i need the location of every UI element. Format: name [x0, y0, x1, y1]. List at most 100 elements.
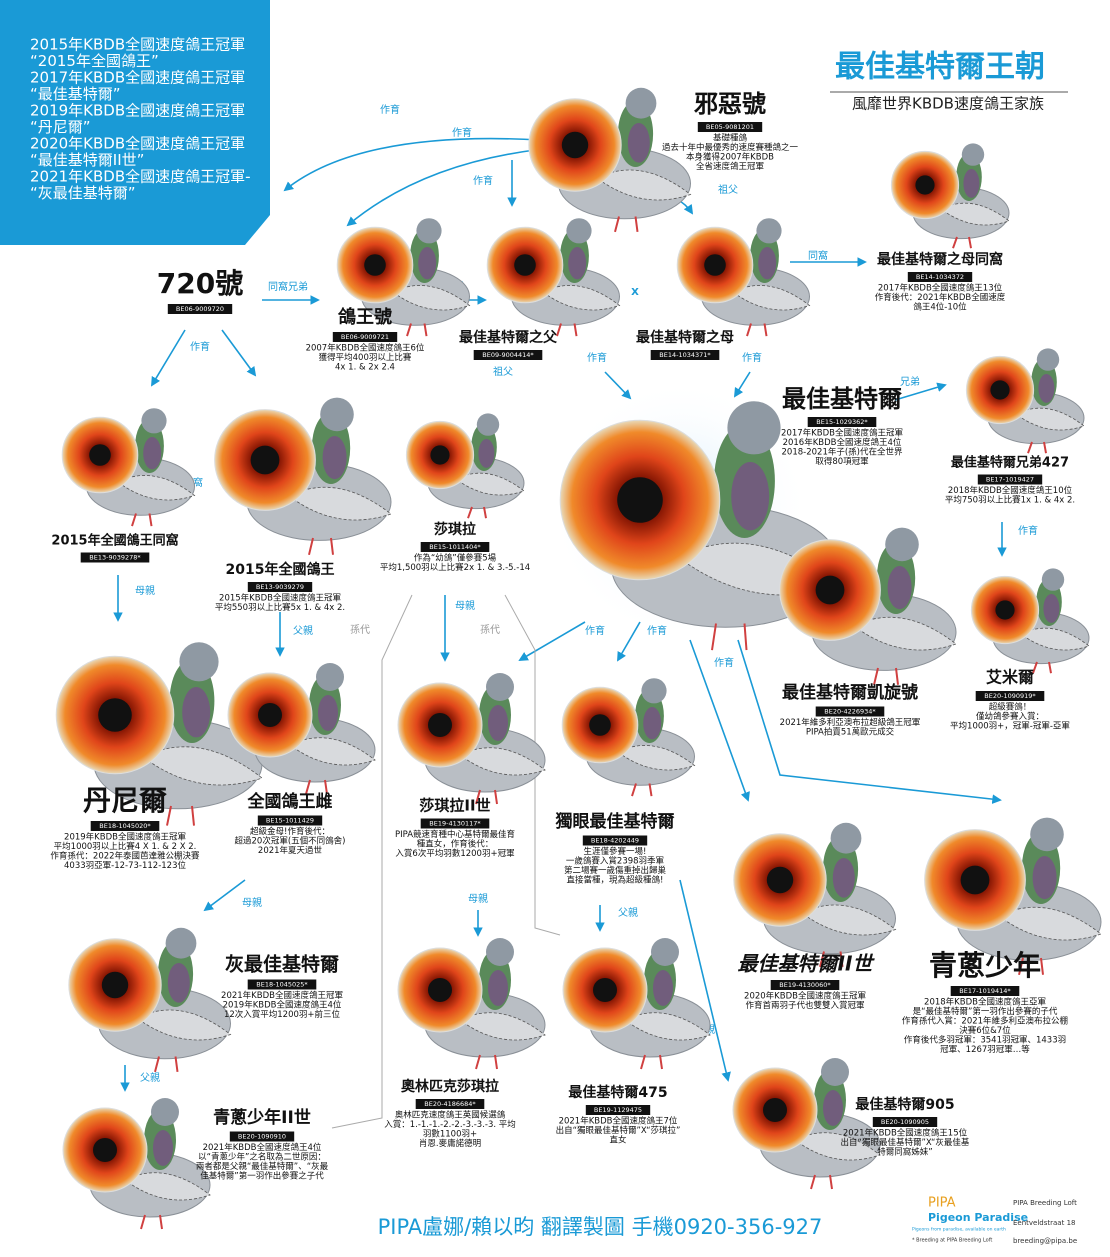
pigeon-wing: [117, 475, 196, 501]
pigeon-pupil: [101, 971, 129, 999]
pigeon-legs: [308, 537, 334, 556]
pigeon-photo: [561, 678, 696, 797]
pigeon-photo: [733, 822, 897, 968]
node-desc: 2015年KBDB全國速度鴿王冠軍: [219, 593, 341, 604]
edge-label: 作育: [190, 340, 210, 353]
edge-label: 母親: [242, 896, 262, 909]
pigeon-neck-sheen: [167, 963, 190, 1003]
pigeon-pupil: [89, 444, 111, 466]
edge-label: 作育: [714, 656, 734, 669]
edge-label: 兄弟: [900, 376, 920, 388]
pigeon-legs: [467, 506, 487, 519]
node-desc: 過去十年中最優秀的速度賽種鴿之一: [662, 142, 799, 153]
pigeon-pupil: [258, 703, 282, 727]
node-desc: 決賽6位&7位: [959, 1025, 1011, 1036]
ring-number: BE15-1011429: [266, 817, 314, 825]
pigeon-head: [141, 408, 167, 434]
node-name: 2015年全國鴿王: [226, 561, 335, 578]
ring-badge: [257, 815, 323, 826]
edge-label: 祖父: [493, 365, 513, 378]
node-name: 720號: [157, 267, 243, 300]
pigeon-pupil: [815, 575, 845, 605]
pigeon-legs: [640, 1054, 663, 1070]
pigeon-photo: [528, 87, 692, 233]
node-desc: 全省速度鴿王冠軍: [696, 161, 764, 172]
node-name: 鴿王號: [337, 306, 392, 328]
pigeon-head: [316, 663, 344, 691]
node-desc: 2021年KBDB全國速度鴿王7位: [559, 1116, 678, 1127]
header-line: 2021年KBDB全國速度鴿王冠軍-: [30, 168, 251, 186]
node-desc: 2018年KBDB全國速度鴿王10位: [948, 485, 1073, 496]
pigeon-pupil: [428, 978, 452, 1002]
header-line: 2019年KBDB全國速度鴿王冠軍: [30, 102, 245, 120]
edge-label: 作育: [585, 624, 605, 637]
node-desc: 平均1,500羽以上比賽2x 1. & 3.-5.-14: [380, 562, 530, 573]
node-desc: 作育後代多羽冠軍：3541羽冠軍、1433羽: [904, 1035, 1066, 1046]
pigeon-neck-sheen: [488, 705, 508, 741]
ring-number: BE20-1090919*: [984, 692, 1036, 700]
pigeon-neck-sheen: [643, 707, 662, 740]
ring-number: BE15-1029362*: [816, 418, 868, 426]
pigeon-head: [179, 642, 219, 682]
pigeon-wing: [459, 1012, 546, 1041]
pigeon-neck-sheen: [182, 687, 211, 738]
node-desc: PIPA競速育種中心基特爾最佳育: [395, 829, 515, 840]
pigeon-photo: [397, 938, 546, 1070]
poster-title: 最佳基特爾王朝: [835, 50, 1045, 85]
edge-label: X: [631, 287, 639, 298]
header-line: 2015年KBDB全國速度鴿王冠軍: [30, 36, 245, 54]
node-desc: 僅幼鴿參賽入賞：: [976, 711, 1044, 722]
node-desc: 以“青蔥少年”之名取為二世原因：: [198, 1152, 326, 1163]
node-desc: 是“最佳基特爾”第一羽作出參賽的子代: [913, 1006, 1058, 1017]
node-desc: 種直女，作育後代：: [417, 839, 494, 850]
pigeon-wing: [1015, 407, 1085, 431]
node-desc: 超過20次冠軍(五個不同鴿舍): [235, 836, 346, 847]
pigeon-photo: [397, 673, 546, 805]
arrow: [894, 382, 947, 401]
pigeon-head: [885, 527, 919, 562]
pigeon-neck-sheen: [823, 1090, 843, 1126]
node-desc: 第二場賽一歲傷重掉出歸巢: [564, 865, 667, 876]
node-desc: PIPA拍賣51萬歐元成交: [806, 727, 895, 738]
header-line: “丹尼爾”: [30, 118, 91, 136]
node-desc: 作育首兩羽子代也雙雙入賞冠軍: [745, 1000, 864, 1011]
node-desc: 平均550羽以上比賽5x 1. & 4x 2.: [215, 602, 345, 613]
ring-number: BE18-1045025*: [256, 981, 308, 989]
ring-badge: [582, 835, 648, 846]
pigeon-pupil: [250, 445, 280, 475]
ring-badge: [815, 706, 885, 717]
ring-badge: [650, 350, 720, 360]
pigeon-pupil: [763, 1098, 787, 1122]
node-desc: 特爾同窩姊妹”: [877, 1147, 932, 1158]
node-name: 最佳基特爾475: [568, 1084, 667, 1101]
pigeon-photo: [214, 397, 392, 556]
node-desc: 2019年KBDB全國速度鴿王冠軍: [64, 832, 186, 843]
node-name: 最佳基特爾之父: [459, 329, 558, 346]
lineage-line: [331, 594, 413, 1129]
node-desc: 2016年KBDB全國速度鴿王4位: [783, 437, 902, 448]
ring-badge: [585, 1105, 651, 1115]
ring-number: BE05-9081201: [706, 123, 754, 131]
node-name: 艾米爾: [986, 668, 1034, 687]
pigeon-head: [416, 218, 442, 244]
ring-badge: [167, 304, 233, 314]
node-desc: 獲得平均400羽以上比賽: [319, 352, 412, 363]
ring-badge: [80, 552, 150, 563]
logo-tagline: Pigeons from paradise, available on eart…: [912, 1227, 1006, 1233]
pigeon-head: [961, 143, 985, 166]
pigeon-pupil: [995, 600, 1015, 620]
pigeon-wing: [288, 486, 392, 521]
edge-label: 祖父: [718, 183, 738, 196]
pigeon-wing: [998, 906, 1102, 941]
header-line: “最佳基特爾”: [30, 85, 121, 103]
pigeon-legs: [556, 323, 578, 337]
arrow: [689, 639, 750, 802]
ring-badge: [770, 980, 840, 990]
pigeon-neck-sheen: [1032, 856, 1057, 900]
pigeon-wing: [124, 1172, 211, 1201]
pigeon-neck-sheen: [322, 436, 347, 480]
lineage-line: [504, 594, 561, 936]
pigeon-legs: [631, 783, 653, 797]
node-desc: 2018年KBDB全國速度鴿王亞軍: [924, 997, 1046, 1008]
ring-badge: [950, 986, 1020, 996]
